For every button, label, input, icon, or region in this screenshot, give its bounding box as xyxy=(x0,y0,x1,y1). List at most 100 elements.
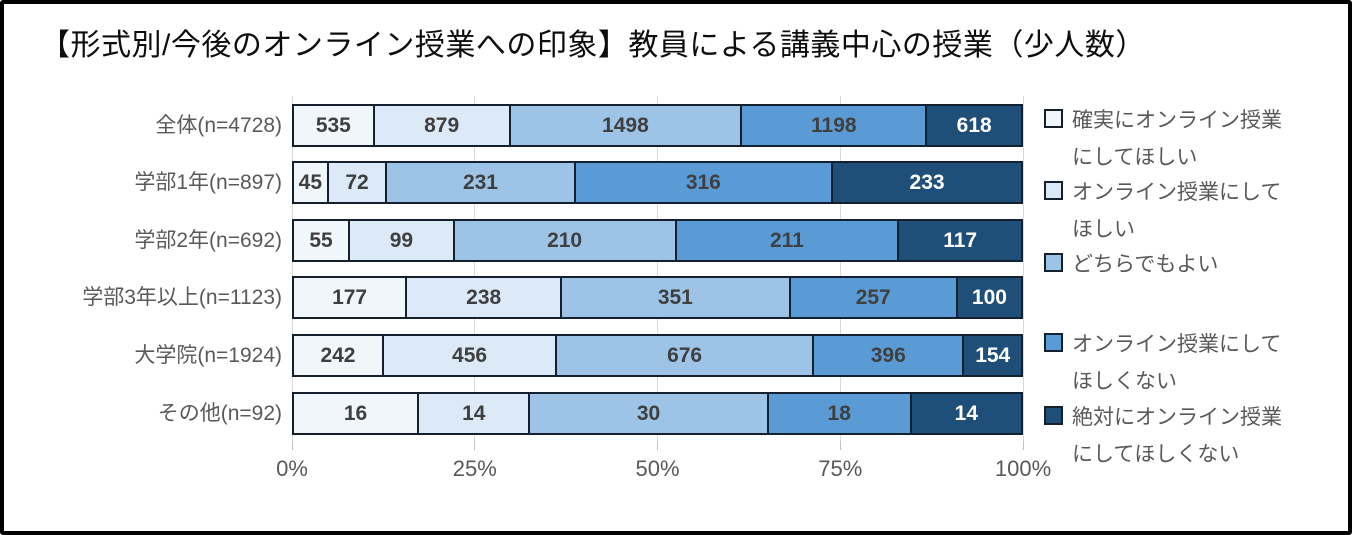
bar-value-label: 231 xyxy=(462,170,498,194)
bar-segment: 456 xyxy=(381,334,558,377)
bar-segment: 30 xyxy=(528,392,769,435)
bar-segment: 316 xyxy=(573,161,834,204)
legend-label: 確実にオンライン授業 にしてほしい xyxy=(1072,109,1282,169)
bar-row: 242 456 676 396 154 xyxy=(292,334,1023,377)
axis-tick xyxy=(474,441,476,450)
bar-segment: 45 xyxy=(292,161,329,204)
bar-row: 535 879 1498 1198 618 xyxy=(292,104,1023,147)
bar-value-label: 211 xyxy=(770,228,804,252)
bar-value-label: 1198 xyxy=(811,113,857,137)
bar-segment: 231 xyxy=(385,161,576,204)
bar-value-label: 535 xyxy=(315,113,351,137)
bar-value-label: 316 xyxy=(685,170,721,194)
x-axis-labels: 0% 25% 50% 75% 100% xyxy=(276,456,1051,486)
bar-segment: 99 xyxy=(348,219,455,262)
bar-value-label: 177 xyxy=(332,285,368,309)
bar-segment: 72 xyxy=(326,161,388,204)
bar-segment: 257 xyxy=(788,276,958,319)
category-axis: 全体(n=4728) 学部1年(n=897) 学部2年(n=692) 学部3年以上(n… xyxy=(24,4,282,531)
gridline xyxy=(1022,96,1024,441)
bar-segment: 154 xyxy=(962,334,1023,377)
bar-segment: 242 xyxy=(292,334,384,377)
bar-value-label: 117 xyxy=(943,228,978,252)
bar-segment: 535 xyxy=(292,104,375,147)
bar-row: 177 238 351 257 100 xyxy=(292,276,1023,319)
bar-value-label: 154 xyxy=(975,343,1011,367)
bar-row: 45 72 231 316 233 xyxy=(292,161,1023,204)
legend-item: どちらでもよい xyxy=(1044,246,1218,283)
x-axis-tick-label: 50% xyxy=(635,456,680,481)
bar-segment: 18 xyxy=(766,392,912,435)
legend-label: オンライン授業にして ほしくない xyxy=(1072,333,1282,393)
x-axis-ticks xyxy=(291,441,1024,450)
bar-value-label: 18 xyxy=(827,401,851,425)
category-label: 学部2年(n=692) xyxy=(134,229,282,252)
gridline xyxy=(474,96,476,441)
bar-segment: 618 xyxy=(925,104,1023,147)
legend-label: 絶対にオンライン授業 にしてほしくない xyxy=(1072,406,1282,466)
bar-value-label: 1498 xyxy=(602,113,649,137)
bar-segment: 117 xyxy=(897,219,1023,262)
bar-value-label: 233 xyxy=(909,170,945,194)
category-label: 全体(n=4728) xyxy=(155,114,282,137)
bar-segment: 177 xyxy=(292,276,408,319)
axis-tick xyxy=(1022,441,1024,450)
bar-row: 16 14 30 18 14 xyxy=(292,392,1023,435)
x-axis-tick-label: 25% xyxy=(452,456,497,481)
legend-item: 絶対にオンライン授業 にしてほしくない xyxy=(1044,399,1282,473)
bar-segment: 1198 xyxy=(740,104,928,147)
legend-swatch xyxy=(1044,181,1063,200)
bar-value-label: 351 xyxy=(657,285,693,309)
bar-value-label: 14 xyxy=(462,401,486,425)
bar-value-label: 242 xyxy=(320,343,356,367)
category-label: 大学院(n=1924) xyxy=(134,344,282,367)
plot-area: 535 879 1498 1198 618 45 72 231 316 233 55 99 210 211… xyxy=(291,96,1024,441)
bar-value-label: 100 xyxy=(971,285,1007,309)
bar-value-label: 30 xyxy=(636,401,661,425)
legend-label: どちらでもよい xyxy=(1072,253,1219,276)
gridline xyxy=(657,96,658,441)
chart-title: 【形式別/今後のオンライン授業への印象】教員による講義中心の授業（少人数） xyxy=(40,29,1146,62)
axis-tick xyxy=(839,441,841,450)
bar-value-label: 879 xyxy=(424,113,460,137)
bar-segment: 16 xyxy=(292,392,420,435)
bar-segment: 879 xyxy=(372,104,511,147)
bar-segment: 14 xyxy=(417,392,531,435)
category-label: 学部3年以上(n=1123) xyxy=(82,286,282,309)
gridline xyxy=(839,96,841,441)
bar-value-label: 456 xyxy=(452,343,488,367)
bar-value-label: 16 xyxy=(343,401,368,425)
legend-item: オンライン授業にして ほしくない xyxy=(1044,326,1281,400)
axis-tick xyxy=(657,441,658,450)
bar-segment: 100 xyxy=(955,276,1023,319)
bar-value-label: 676 xyxy=(667,343,703,367)
x-axis-tick-label: 100% xyxy=(994,456,1052,481)
category-label: その他(n=92) xyxy=(157,402,282,425)
category-label: 学部1年(n=897) xyxy=(134,171,282,194)
bar-segment: 351 xyxy=(560,276,791,319)
bar-segment: 676 xyxy=(555,334,815,377)
bar-value-label: 210 xyxy=(547,228,583,252)
bar-row: 55 99 210 211 117 xyxy=(292,219,1023,262)
legend-swatch xyxy=(1044,406,1063,425)
legend: 確実にオンライン授業 にしてほしい オンライン授業にして ほしいどちらでもよいオンライ… xyxy=(1044,4,1344,531)
bar-segment: 238 xyxy=(405,276,563,319)
bar-segment: 1498 xyxy=(508,104,743,147)
gridline xyxy=(291,96,293,441)
legend-swatch xyxy=(1044,333,1063,352)
bar-value-label: 99 xyxy=(389,228,414,252)
bar-segment: 396 xyxy=(812,334,965,377)
bar-value-label: 14 xyxy=(954,401,979,425)
bar-value-label: 72 xyxy=(345,170,369,194)
bar-value-label: 55 xyxy=(309,228,333,252)
legend-swatch xyxy=(1044,109,1063,128)
bar-value-label: 45 xyxy=(298,170,323,194)
x-axis-tick-label: 0% xyxy=(276,456,308,481)
x-axis-tick-label: 75% xyxy=(818,456,863,481)
bar-value-label: 396 xyxy=(870,343,906,367)
bar-value-label: 257 xyxy=(855,285,891,309)
bar-value-label: 618 xyxy=(956,113,992,137)
legend-label: オンライン授業にして ほしい xyxy=(1072,181,1282,241)
bar-segment: 55 xyxy=(292,219,351,262)
